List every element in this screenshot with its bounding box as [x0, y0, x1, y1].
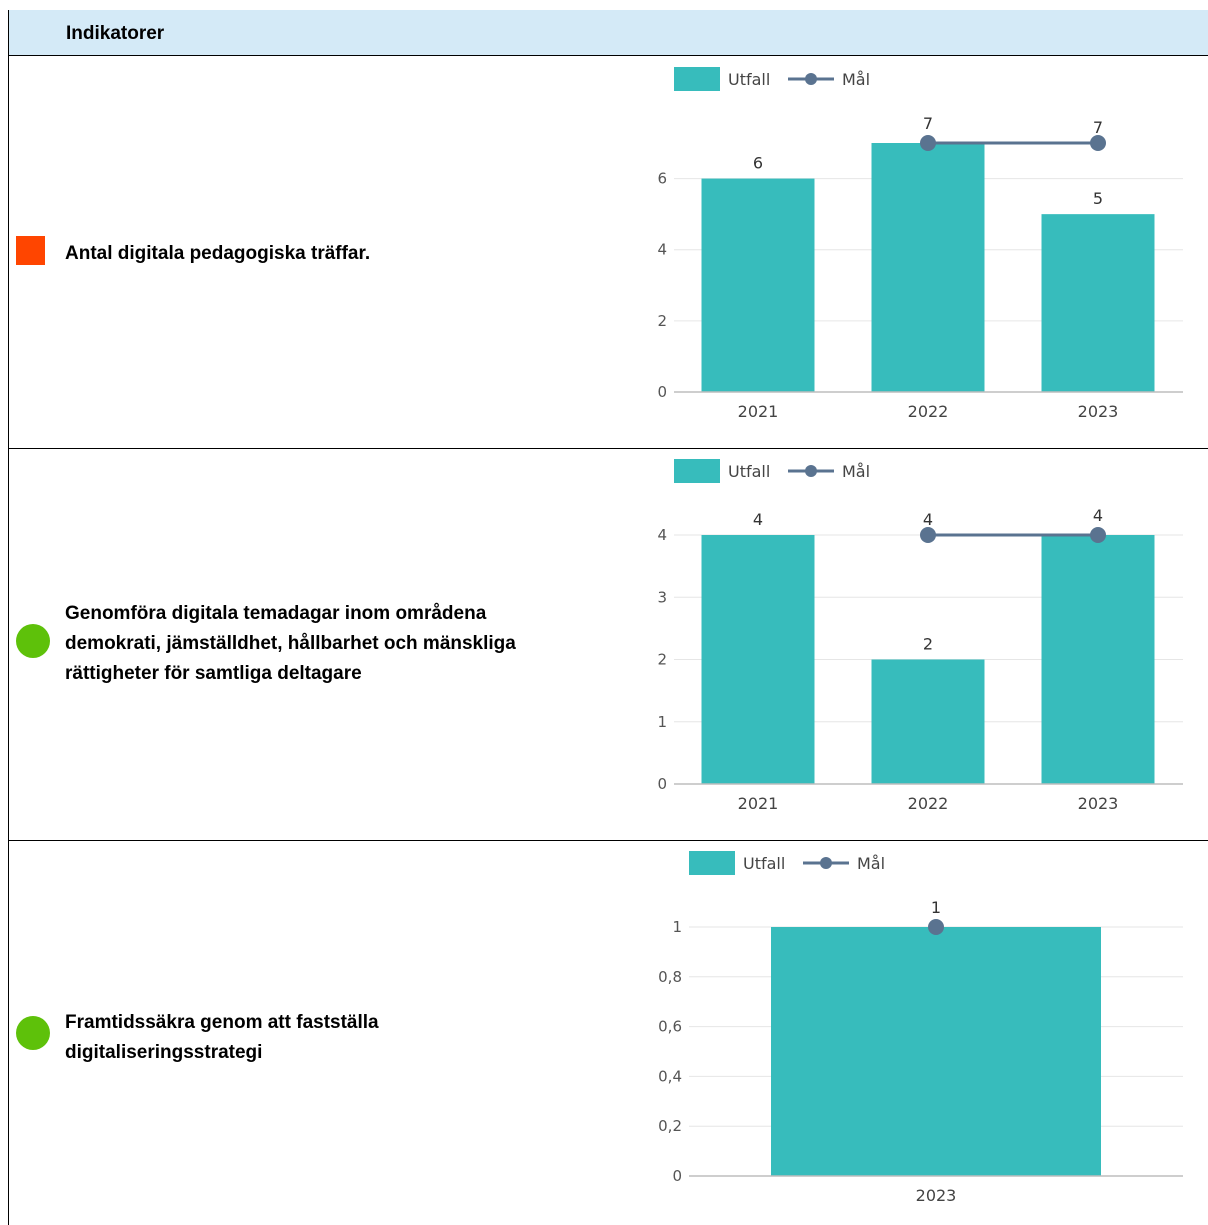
indicator-row-3: Framtidssäkra genom att fastställa digit…: [8, 841, 1208, 1225]
target-value-label: 1: [931, 898, 941, 917]
y-tick-label: 1: [672, 918, 682, 936]
target-value-label: 4: [1093, 506, 1103, 525]
legend-bar-swatch: [674, 459, 720, 483]
legend-line-label: Mål: [842, 70, 870, 89]
y-tick-label: 0: [672, 1167, 682, 1185]
y-tick-label: 4: [657, 526, 667, 544]
target-point: [1090, 527, 1106, 543]
target-value-label: 4: [923, 510, 933, 529]
legend-line-marker: [805, 73, 817, 85]
indicator-row-2: Genomföra digitala temadagar inom område…: [8, 449, 1208, 841]
x-tick-label: 2021: [738, 794, 779, 813]
legend-bar-label: Utfall: [728, 70, 770, 89]
target-value-label: 7: [923, 114, 933, 133]
status-green-indicator: [16, 1016, 50, 1050]
bar-value-label: 2: [923, 635, 933, 654]
y-tick-label: 1: [657, 713, 667, 731]
target-point: [920, 135, 936, 151]
y-tick-label: 0,4: [658, 1067, 682, 1085]
bar: [1041, 535, 1155, 784]
x-tick-label: 2022: [908, 794, 949, 813]
indicator-row-1: Antal digitala pedagogiska träffar.: [8, 56, 1208, 449]
indicator-label: Genomföra digitala temadagar inom område…: [65, 603, 516, 684]
bar: [871, 659, 985, 784]
target-value-label: 7: [1093, 118, 1103, 137]
legend-bar-label: Utfall: [728, 462, 770, 481]
bar: [771, 927, 1101, 1176]
bar: [871, 143, 985, 392]
legend-line-label: Mål: [857, 854, 885, 873]
y-tick-label: 6: [657, 170, 667, 188]
y-tick-label: 0,6: [658, 1018, 682, 1036]
bar-value-label: 5: [1093, 189, 1103, 208]
bar-value-label: 6: [753, 154, 763, 173]
target-point: [920, 527, 936, 543]
legend-line-marker: [805, 465, 817, 477]
legend-line-label: Mål: [842, 462, 870, 481]
x-tick-label: 2021: [738, 402, 779, 421]
indicator-label: Antal digitala pedagogiska träffar.: [65, 243, 371, 264]
table-header: Indikatorer: [8, 10, 1208, 56]
y-tick-label: 0,2: [658, 1117, 682, 1135]
legend-line-marker: [820, 857, 832, 869]
bar-value-label: 4: [753, 510, 763, 529]
bar: [701, 178, 815, 392]
x-tick-label: 2023: [1078, 402, 1119, 421]
legend-bar-label: Utfall: [743, 854, 785, 873]
legend-bar-swatch: [674, 67, 720, 91]
y-tick-label: 4: [657, 241, 667, 259]
status-green-indicator: [16, 624, 50, 658]
bar: [1041, 214, 1155, 392]
bar: [701, 535, 815, 784]
y-tick-label: 0: [657, 383, 667, 401]
legend-bar-swatch: [689, 851, 735, 875]
y-tick-label: 2: [657, 312, 667, 330]
x-tick-label: 2023: [1078, 794, 1119, 813]
indicator-label: Framtidssäkra genom att fastställa digit…: [65, 1012, 379, 1063]
target-point: [928, 919, 944, 935]
target-point: [1090, 135, 1106, 151]
status-red-indicator: [16, 236, 45, 265]
y-tick-label: 3: [657, 588, 667, 606]
y-tick-label: 2: [657, 651, 667, 669]
x-tick-label: 2023: [916, 1186, 957, 1205]
x-tick-label: 2022: [908, 402, 949, 421]
header-title: Indikatorer: [66, 23, 165, 44]
y-tick-label: 0,8: [658, 968, 682, 986]
y-tick-label: 0: [657, 775, 667, 793]
